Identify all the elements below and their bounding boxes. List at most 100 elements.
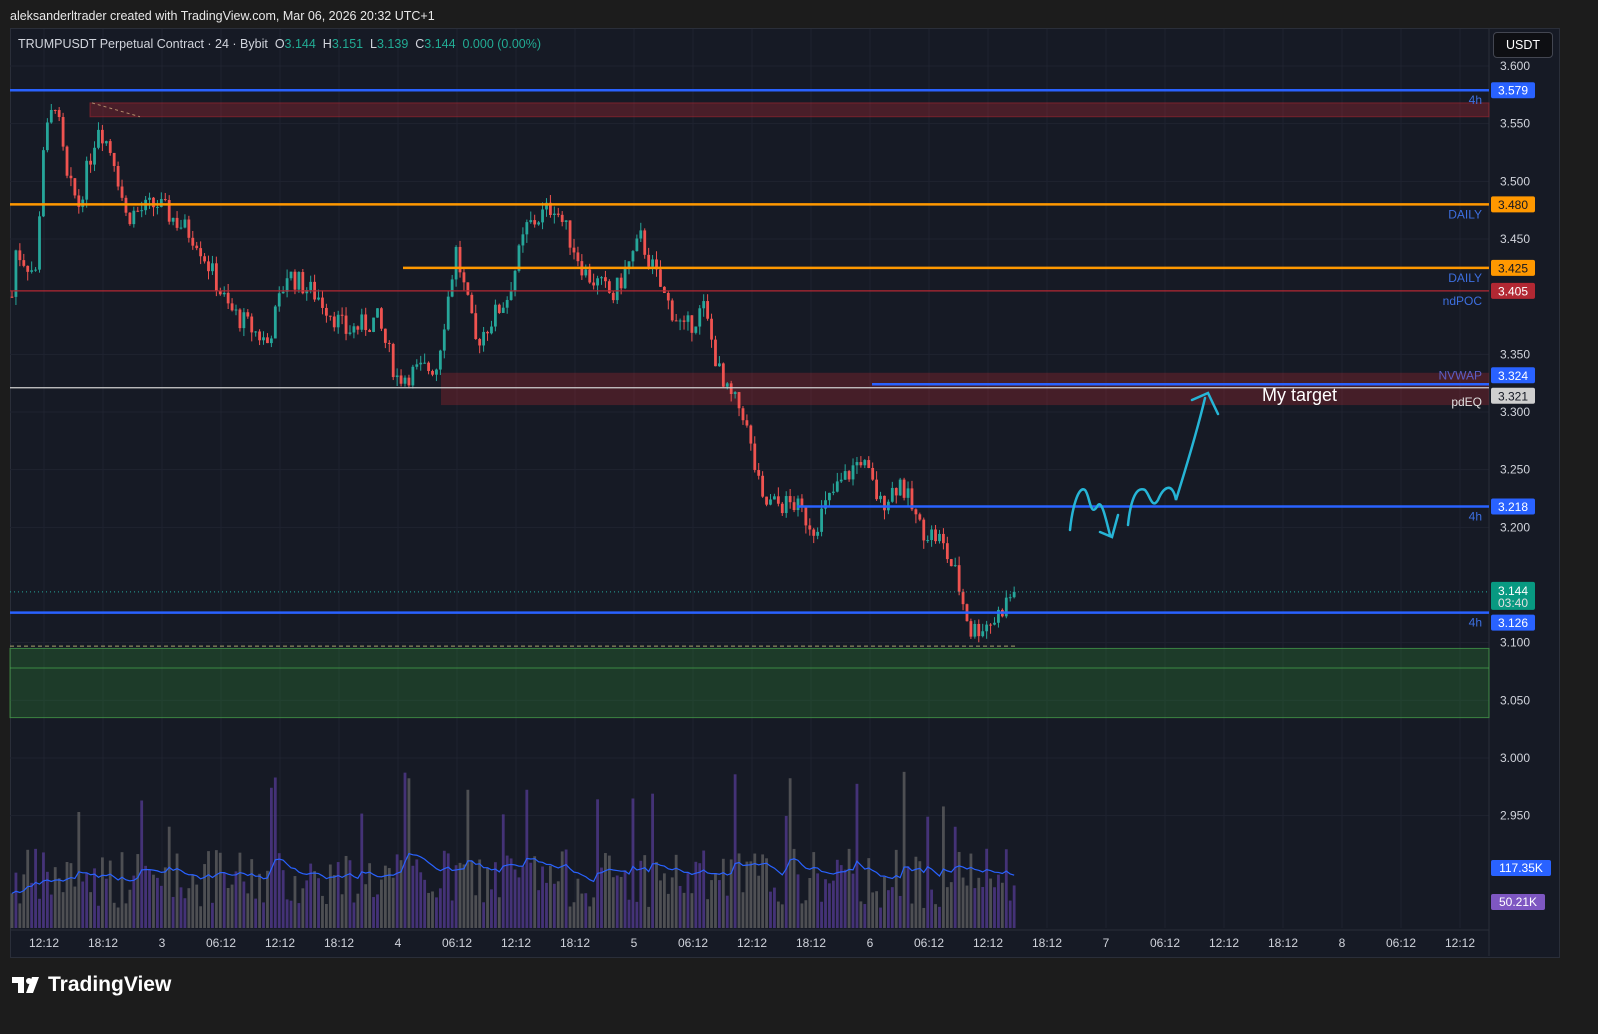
- candle: [478, 337, 482, 354]
- volume-bar: [886, 890, 890, 928]
- candle: [214, 256, 218, 297]
- volume-bar: [898, 895, 902, 928]
- candle: [156, 199, 159, 215]
- candle-body: [745, 420, 749, 426]
- volume-bar: [376, 894, 379, 928]
- candle: [431, 369, 434, 377]
- candle-body: [957, 565, 961, 592]
- candle: [187, 215, 191, 243]
- candle: [792, 496, 796, 513]
- x-tick-label: 4: [395, 936, 402, 950]
- x-tick-label: 06:12: [206, 936, 236, 950]
- candle: [906, 481, 910, 507]
- volume-bar: [438, 888, 442, 928]
- volume-bar: [352, 902, 356, 928]
- candle: [776, 487, 780, 507]
- x-tick-label: 18:12: [1268, 936, 1298, 950]
- candle-body: [611, 292, 615, 301]
- candle: [222, 286, 226, 297]
- candle: [537, 220, 541, 226]
- tradingview-logo[interactable]: TradingView: [12, 973, 171, 997]
- candle: [336, 310, 340, 334]
- candle: [403, 375, 407, 387]
- volume-bar: [234, 871, 238, 928]
- currency-button[interactable]: USDT: [1493, 32, 1553, 58]
- x-tick-label: 12:12: [501, 936, 531, 950]
- candle: [104, 140, 108, 146]
- candle: [89, 153, 92, 173]
- candle-body: [690, 315, 694, 333]
- y-tick-label: 3.200: [1500, 520, 1530, 534]
- price-label-bg: [1491, 367, 1535, 384]
- volume-bar: [175, 853, 179, 928]
- x-tick-label: 12:12: [29, 936, 59, 950]
- candle-body: [831, 491, 835, 493]
- candle-body: [879, 495, 882, 500]
- volume-bar: [851, 873, 855, 928]
- candle: [729, 380, 733, 402]
- candle-body: [222, 292, 226, 295]
- volume-bar: [218, 852, 222, 928]
- candle: [1004, 590, 1008, 619]
- candle-body: [167, 200, 171, 222]
- candle-body: [906, 488, 910, 498]
- volume-bar: [741, 892, 745, 928]
- candle-body: [442, 329, 446, 351]
- volume-bar: [144, 865, 148, 928]
- volume-bar: [391, 877, 395, 928]
- candle: [380, 307, 383, 332]
- candle-body: [902, 479, 906, 498]
- candle: [867, 456, 871, 469]
- candle: [474, 304, 478, 340]
- volume-bar: [309, 863, 313, 928]
- volume-bar: [816, 873, 820, 928]
- candle: [93, 141, 96, 172]
- y-tick-label: 3.000: [1500, 751, 1530, 765]
- candle: [297, 271, 301, 293]
- volume-bar: [981, 886, 985, 928]
- volume-bar: [934, 904, 937, 928]
- volume-bar: [81, 881, 85, 928]
- candle: [234, 304, 238, 316]
- candle: [285, 269, 289, 298]
- candle-body: [187, 219, 191, 238]
- volume-bar: [552, 883, 556, 928]
- level-tag: 4h: [1469, 510, 1482, 524]
- level-tag: 4h: [1469, 616, 1482, 630]
- candle-body: [706, 301, 710, 319]
- volume-bar: [537, 890, 541, 928]
- volume-bar: [230, 884, 234, 928]
- volume-bar: [965, 885, 969, 928]
- volume-bar: [914, 856, 918, 928]
- volume-bar: [93, 868, 96, 928]
- candle-body: [588, 269, 592, 283]
- candle-body: [666, 292, 670, 301]
- volume-bar: [140, 800, 144, 928]
- x-tick-label: 5: [631, 936, 638, 950]
- price-label: 3.126: [1498, 616, 1528, 630]
- candle-body: [18, 250, 22, 261]
- volume-bar: [879, 907, 882, 928]
- candle: [132, 206, 136, 228]
- candle: [647, 247, 651, 270]
- candle-body: [372, 317, 375, 332]
- y-tick-label: 3.100: [1500, 636, 1530, 650]
- volume-bar: [183, 898, 187, 928]
- candle-body: [497, 304, 501, 313]
- volume-bar: [517, 877, 521, 928]
- volume-bar: [631, 798, 635, 928]
- level-tag: 4h: [1469, 93, 1482, 107]
- x-tick-label: 18:12: [1032, 936, 1062, 950]
- volume-bar: [977, 877, 981, 928]
- candle-body: [214, 263, 218, 291]
- volume-bar: [450, 900, 454, 928]
- candle-body: [757, 470, 761, 476]
- chart-panel[interactable]: [10, 28, 1560, 958]
- candle-body: [985, 624, 989, 632]
- candle: [293, 269, 297, 295]
- candle: [301, 268, 305, 295]
- candle: [423, 353, 427, 364]
- price-label: 3.480: [1498, 198, 1528, 212]
- candle-body: [364, 314, 368, 331]
